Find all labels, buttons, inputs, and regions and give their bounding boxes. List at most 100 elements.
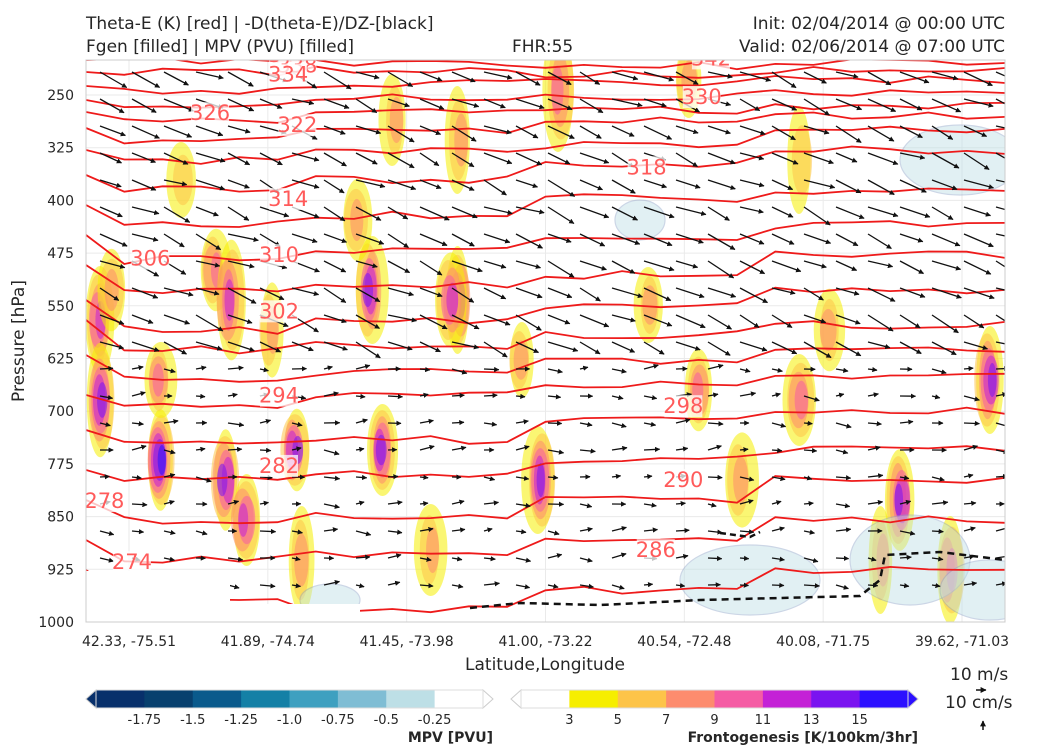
wind-vector xyxy=(899,341,922,355)
wind-vector xyxy=(419,444,435,451)
frontogenesis-fill xyxy=(216,463,228,497)
colorbar-segment xyxy=(569,690,619,708)
wind-vector xyxy=(579,421,593,427)
wind-vector xyxy=(547,314,571,325)
frontogenesis-fill xyxy=(536,462,545,498)
wind-vector xyxy=(995,233,1005,237)
wind-vector xyxy=(195,260,221,268)
wind-vector xyxy=(675,446,689,452)
wind-vector xyxy=(963,526,976,532)
wind-vector xyxy=(323,152,347,167)
wind-vector xyxy=(995,422,1005,427)
wind-vector xyxy=(291,341,314,352)
wind-vector xyxy=(803,420,813,426)
wind-vector xyxy=(803,206,831,226)
wind-vector xyxy=(707,444,722,451)
wind-vector xyxy=(163,341,187,355)
wind-vector xyxy=(867,582,879,588)
theta-e-contour xyxy=(86,220,1005,265)
wind-vector xyxy=(99,530,115,536)
colorbar-segment xyxy=(241,690,290,708)
wind-vector xyxy=(131,529,145,535)
wind-vector xyxy=(547,553,563,559)
y-tick-label: 250 xyxy=(47,88,74,104)
wind-vector xyxy=(451,527,466,533)
reference-vector-vertical: 10 cm/s xyxy=(945,693,1013,713)
wind-vector xyxy=(483,581,500,587)
theta-e-label: 314 xyxy=(268,187,308,211)
wind-vector xyxy=(579,557,593,563)
wind-vector xyxy=(899,260,924,275)
wind-vector xyxy=(99,152,122,164)
wind-vector xyxy=(707,502,717,508)
wind-vector xyxy=(931,287,962,299)
wind-vector xyxy=(355,314,380,329)
wind-vector xyxy=(803,287,824,301)
wind-vector xyxy=(387,152,415,169)
y-tick-label: 550 xyxy=(47,299,74,315)
wind-vector xyxy=(675,582,686,589)
frontogenesis-fill xyxy=(426,526,440,574)
wind-vector xyxy=(451,445,467,451)
wind-vector xyxy=(611,395,624,401)
wind-vector xyxy=(707,233,736,251)
wind-vector xyxy=(899,98,923,111)
wind-vector xyxy=(387,314,418,323)
wind-vector xyxy=(835,449,849,455)
wind-vector xyxy=(579,98,604,114)
contour-label-bg xyxy=(259,244,298,267)
wind-vector xyxy=(643,206,675,219)
wind-vector xyxy=(259,528,277,535)
wind-vector xyxy=(515,233,543,249)
wind-vector xyxy=(867,473,884,479)
wind-vector xyxy=(419,392,429,398)
wind-vector xyxy=(739,582,750,588)
wind-vector xyxy=(899,530,916,536)
wind-vector xyxy=(995,449,1005,455)
wind-vector xyxy=(99,71,128,89)
wind-vector xyxy=(579,260,607,271)
wind-vector xyxy=(579,71,601,85)
x-axis-label: Latitude,Longitude xyxy=(465,655,625,675)
theta-e-contour xyxy=(86,565,1005,615)
wind-vector xyxy=(547,206,575,225)
wind-vector xyxy=(355,206,382,221)
forecast-hour: FHR:55 xyxy=(512,37,574,57)
wind-vector xyxy=(99,260,126,269)
dz-contour xyxy=(719,530,761,539)
wind-vector xyxy=(611,287,643,299)
wind-vector xyxy=(835,152,858,163)
wind-vector xyxy=(547,233,572,243)
colorbar-segment xyxy=(811,690,861,708)
wind-vector xyxy=(227,98,255,112)
wind-vector xyxy=(291,446,302,452)
wind-vector xyxy=(867,499,884,506)
wind-vector xyxy=(803,341,832,359)
wind-vector xyxy=(451,556,463,562)
wind-vector xyxy=(675,260,699,269)
theta-e-contour xyxy=(86,445,1005,482)
x-tick-label: 42.33, -75.51 xyxy=(82,634,176,650)
wind-vector xyxy=(355,364,371,370)
wind-vector xyxy=(835,71,859,79)
contour-label-bg xyxy=(259,454,298,477)
wind-vector xyxy=(323,179,345,194)
frontogenesis-fill xyxy=(733,456,749,504)
wind-vector xyxy=(515,475,530,481)
wind-vector xyxy=(707,125,731,135)
wind-vector xyxy=(643,446,661,453)
wind-vector xyxy=(963,152,990,171)
wind-vector xyxy=(483,287,507,300)
wind-vector xyxy=(835,503,851,509)
colorbar-tick-label: 15 xyxy=(851,713,868,728)
colorbar-segment xyxy=(762,690,812,708)
wind-vector xyxy=(163,314,190,325)
wind-vector xyxy=(643,233,673,247)
wind-vector xyxy=(387,287,415,297)
wind-vector xyxy=(611,473,622,480)
colorbar-tick-label: 5 xyxy=(614,713,622,728)
wind-vector xyxy=(259,206,290,218)
wind-vector xyxy=(611,71,639,81)
wind-vector xyxy=(451,125,477,142)
wind-vector xyxy=(387,580,401,586)
